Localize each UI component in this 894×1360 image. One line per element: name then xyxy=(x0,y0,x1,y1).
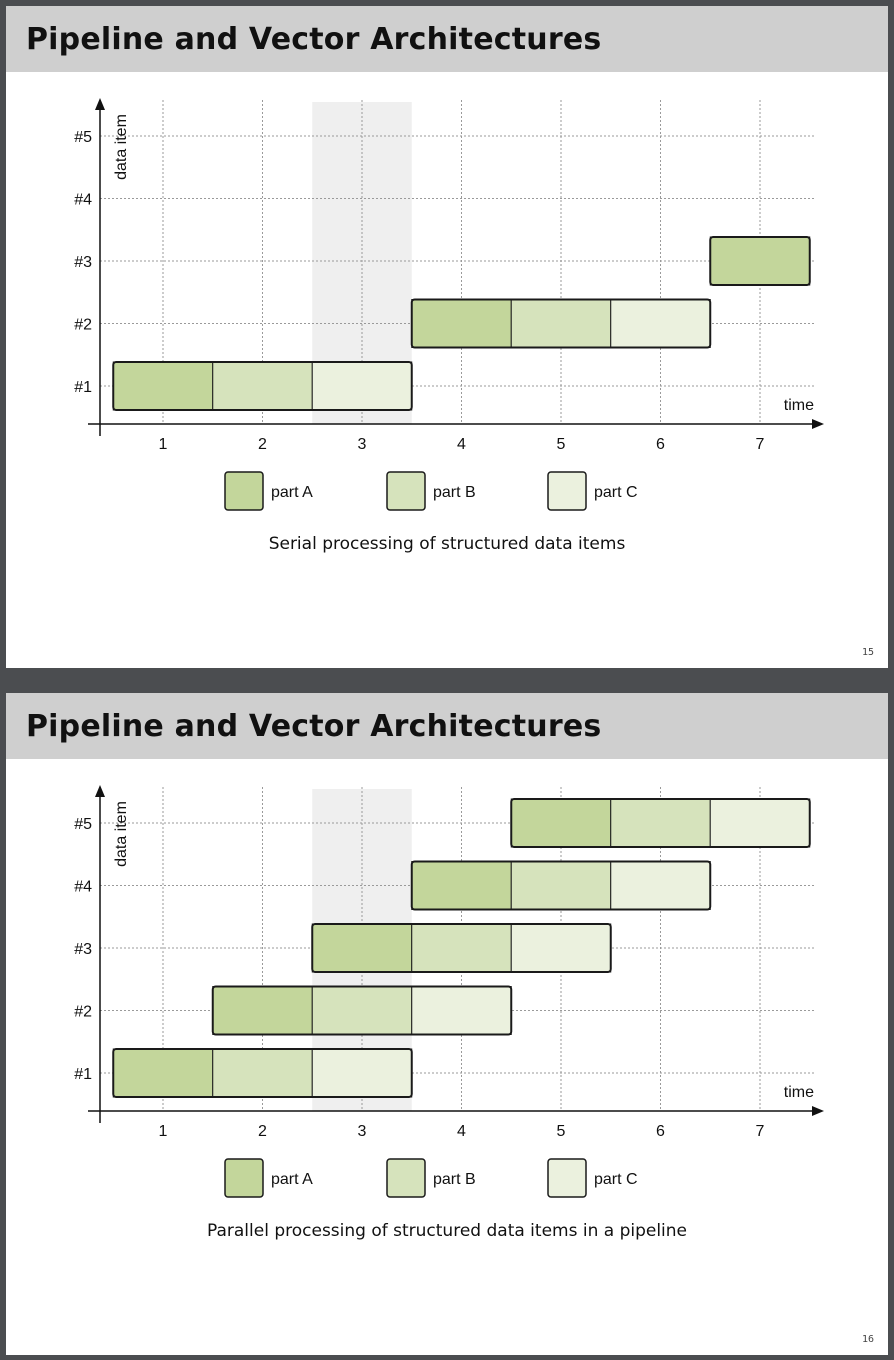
data-item-row-outline xyxy=(112,1048,413,1098)
x-tick-label: 7 xyxy=(756,1123,765,1140)
block-part-a xyxy=(212,986,313,1035)
x-tick-label: 4 xyxy=(457,436,466,453)
x-axis-arrow xyxy=(812,1106,824,1116)
legend-swatch xyxy=(386,1158,426,1198)
x-tick-label: 5 xyxy=(557,436,566,453)
block-part-c xyxy=(610,861,711,910)
legend-swatch xyxy=(224,471,264,511)
slide-title: Pipeline and Vector Architectures xyxy=(26,21,602,57)
block-part-b xyxy=(510,299,612,348)
x-tick-label: 6 xyxy=(656,436,665,453)
y-axis-label: data item xyxy=(113,801,130,867)
y-tick-label: #4 xyxy=(74,879,92,896)
block-part-c xyxy=(311,1048,413,1098)
x-tick-label: 4 xyxy=(457,1123,466,1140)
y-tick-label: #2 xyxy=(74,1004,92,1021)
legend-swatch xyxy=(547,1158,587,1198)
legend-swatch xyxy=(386,471,426,511)
legend-label: part B xyxy=(433,484,476,501)
y-tick-label: #1 xyxy=(74,1066,92,1083)
block-part-c xyxy=(411,986,512,1035)
x-axis-arrow xyxy=(812,419,824,429)
x-tick-label: 7 xyxy=(756,436,765,453)
block-part-b xyxy=(212,361,313,411)
block-part-b xyxy=(311,986,413,1035)
x-axis-label: time xyxy=(784,1084,814,1101)
data-item-row-outline xyxy=(112,361,413,411)
y-axis-arrow xyxy=(95,785,105,797)
x-tick-label: 3 xyxy=(358,1123,367,1140)
block-part-a xyxy=(311,923,413,973)
pipeline-chart: 1 2 3 4 5 6 7 #1 #2 #3 #4 #5 time data item part A part… xyxy=(74,785,824,1198)
y-tick-label: #3 xyxy=(74,941,92,958)
page-number: 16 xyxy=(861,1334,874,1345)
slide-15: Pipeline and Vector Architectures 1 2 3 4 5 6… xyxy=(6,6,888,668)
legend-label: part A xyxy=(271,1171,313,1188)
block-part-a xyxy=(411,299,512,348)
block-part-a xyxy=(510,798,612,848)
block-part-a xyxy=(112,1048,214,1098)
data-item-row-outline xyxy=(510,798,811,848)
y-tick-label: #5 xyxy=(74,816,92,833)
block-part-b xyxy=(212,1048,313,1098)
x-axis-label: time xyxy=(784,397,814,414)
block-part-b xyxy=(510,861,612,910)
slide-header: Pipeline and Vector Architectures xyxy=(6,693,888,759)
legend-label: part C xyxy=(594,484,638,501)
y-tick-label: #5 xyxy=(74,129,92,146)
block-part-c xyxy=(311,361,413,411)
x-tick-label: 1 xyxy=(159,436,168,453)
block-part-a xyxy=(411,861,512,910)
y-tick-label: #3 xyxy=(74,254,92,271)
y-tick-label: #2 xyxy=(74,317,92,334)
x-tick-label: 2 xyxy=(258,436,267,453)
block-part-b xyxy=(411,923,512,973)
data-item-row-outline xyxy=(410,298,712,349)
legend-label: part A xyxy=(271,484,313,501)
legend-label: part B xyxy=(433,1171,476,1188)
data-item-row-outline xyxy=(311,923,612,973)
slide-16: Pipeline and Vector Architectures 1 2 3 4 5 6… xyxy=(6,693,888,1355)
block-part-c xyxy=(709,798,811,848)
y-axis-label: data item xyxy=(113,114,130,180)
figure-caption: Parallel processing of structured data i… xyxy=(206,1221,688,1241)
block-part-c xyxy=(610,299,711,348)
data-item-row-outline xyxy=(410,860,712,911)
x-tick-label: 1 xyxy=(159,1123,168,1140)
slide-title: Pipeline and Vector Architectures xyxy=(26,708,602,744)
page-number: 15 xyxy=(861,647,874,658)
figure-caption: Serial processing of structured data ite… xyxy=(268,534,626,554)
legend-swatch xyxy=(547,471,587,511)
block-part-a xyxy=(709,236,811,286)
data-item-row-outline xyxy=(211,985,513,1036)
data-item-row-outline xyxy=(709,236,811,286)
y-tick-label: #1 xyxy=(74,379,92,396)
block-part-b xyxy=(610,798,711,848)
x-tick-label: 6 xyxy=(656,1123,665,1140)
x-tick-label: 5 xyxy=(557,1123,566,1140)
block-part-a xyxy=(112,361,214,411)
block-part-c xyxy=(510,923,612,973)
x-tick-label: 2 xyxy=(258,1123,267,1140)
x-tick-label: 3 xyxy=(358,436,367,453)
y-tick-label: #4 xyxy=(74,192,92,209)
slide-header: Pipeline and Vector Architectures xyxy=(6,6,888,72)
legend-label: part C xyxy=(594,1171,638,1188)
legend-swatch xyxy=(224,1158,264,1198)
pipeline-chart: 1 2 3 4 5 6 7 #1 #2 #3 #4 #5 time data item part A part… xyxy=(74,98,824,511)
y-axis-arrow xyxy=(95,98,105,110)
